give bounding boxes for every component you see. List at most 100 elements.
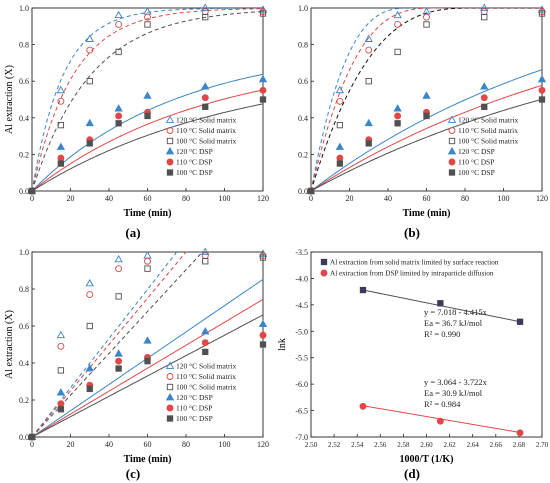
data-point-100-c-dsp — [57, 406, 65, 413]
data-point-120-c-dsp — [422, 91, 431, 99]
series-120-c-solid-matrix — [27, 247, 268, 440]
series-110-c-solid-matrix — [307, 8, 546, 195]
data-point-100-c-solid-matrix — [202, 258, 209, 265]
data-point-100-c-solid-matrix — [202, 13, 209, 21]
data-point-110-c-solid-matrix — [86, 291, 94, 298]
data-point-100-c-solid-matrix — [144, 265, 151, 272]
legend-label: 110 °C Solid matrix — [458, 126, 518, 135]
legend-label: 100 °C DSP — [176, 414, 213, 423]
legend-label: 120 °C Solid matrix — [176, 116, 237, 125]
fit-curve-1 — [32, 252, 178, 437]
data-point-110-c-solid-matrix — [201, 8, 209, 16]
x-tick-label: 100 — [219, 194, 231, 203]
data-point-110-c-solid-matrix — [115, 265, 123, 273]
data-point-110-c-dsp — [201, 339, 209, 347]
data-point-120-c-solid-matrix — [56, 85, 66, 94]
data-point-110-c-solid-matrix — [480, 8, 488, 16]
fit-curve-6 — [32, 103, 263, 191]
y-axis-label: Al extraction (X) — [4, 65, 15, 134]
data-point-al-extraction-from-solid-matrix-limited-by-surface-reaction — [359, 286, 367, 294]
data-point-100-c-dsp — [259, 96, 267, 103]
data-point-120-c-dsp — [56, 388, 66, 396]
x-axis-label: Time (min) — [124, 454, 172, 465]
data-point-100-c-dsp — [365, 140, 372, 147]
x-tick-label: 20 — [67, 194, 75, 203]
data-point-110-c-solid-matrix — [201, 252, 209, 260]
y-tick-label: 0.0 — [19, 187, 29, 196]
y-tick-label: -4.5 — [295, 301, 308, 310]
data-point-120-c-solid-matrix — [143, 7, 152, 15]
legend-marker-110-c-dsp — [166, 158, 174, 166]
plot-frame — [31, 7, 264, 192]
x-axis-label: Time (min) — [403, 208, 451, 219]
data-point-al-extraction-from-dsp-limited-by-intraparticle-diffusion — [359, 402, 367, 410]
x-tick-label: 2.56 — [374, 441, 387, 449]
x-tick-label: 2.50 — [305, 441, 318, 449]
x-tick-label: 0 — [30, 440, 34, 449]
legend-marker-al-extraction-from-dsp-limited-by-intraparticle-diffusion — [320, 269, 328, 277]
data-point-100-c-solid-matrix — [538, 10, 546, 17]
y-tick-label: 1.0 — [19, 248, 29, 257]
legend-marker-100-c-dsp — [166, 415, 174, 422]
legend-marker-110-c-solid-matrix — [166, 127, 174, 134]
data-point-100-c-dsp — [115, 120, 122, 127]
data-point-110-c-dsp — [115, 357, 123, 365]
data-point-120-c-solid-matrix — [335, 85, 345, 94]
x-tick-label: 60 — [144, 194, 152, 203]
y-tick-label: 0.2 — [19, 396, 29, 405]
legend-label: 110 °C DSP — [176, 158, 212, 167]
fit-annotation-line: Ea = 36.7 kJ/mol — [424, 318, 483, 328]
data-point-120-c-dsp — [480, 82, 489, 90]
data-point-al-extraction-from-dsp-limited-by-intraparticle-diffusion — [436, 417, 444, 425]
plot-frame — [310, 7, 543, 192]
data-point-110-c-solid-matrix — [144, 13, 151, 21]
data-point-120-c-solid-matrix — [480, 3, 489, 11]
data-point-120-c-dsp — [143, 91, 152, 99]
data-point-100-c-dsp — [202, 348, 209, 356]
x-tick-label: 40 — [384, 194, 392, 203]
series-100-c-solid-matrix — [28, 10, 267, 195]
legend-marker-120-c-solid-matrix — [165, 115, 175, 123]
panel-label-b: (b) — [404, 225, 420, 240]
x-tick-label: 2.66 — [490, 441, 503, 449]
data-point-100-c-dsp — [259, 341, 267, 348]
data-point-100-c-dsp — [481, 103, 488, 110]
data-point-110-c-solid-matrix — [336, 97, 344, 105]
series-120-c-dsp — [306, 74, 547, 194]
legend-marker-120-c-solid-matrix — [447, 115, 457, 123]
legend-label: 110 °C Solid matrix — [176, 372, 236, 381]
x-tick-label: 20 — [67, 440, 75, 449]
data-point-100-c-solid-matrix — [423, 21, 430, 28]
fit-annotation-line: y = 3.064 - 3.722x — [424, 377, 488, 387]
legend-marker-100-c-solid-matrix — [448, 137, 456, 145]
legend: Al extraction from solid matrix limited … — [320, 259, 499, 278]
data-point-100-c-dsp — [144, 358, 151, 365]
x-tick-label: 2.64 — [467, 441, 480, 449]
data-point-110-c-dsp — [201, 94, 209, 102]
fit-annotation-line: Ea = 30.9 kJ/mol — [424, 388, 483, 398]
data-point-100-c-dsp — [28, 187, 36, 195]
legend-label: 110 °C Solid matrix — [176, 126, 236, 135]
data-point-120-c-dsp — [114, 104, 123, 112]
fit-annotation-line: R² = 0.984 — [424, 399, 461, 409]
panel-c-chart: 0 20 40 60 80 100 120 0.0 0.2 0.4 0.6 0.8 1.0 Time (m… — [4, 247, 269, 465]
legend-label: 120 °C DSP — [176, 393, 213, 402]
data-point-100-c-dsp — [336, 160, 344, 167]
data-point-110-c-dsp — [115, 112, 123, 120]
data-point-110-c-dsp — [57, 154, 65, 162]
data-point-120-c-dsp — [201, 82, 210, 90]
y-tick-label: 0.2 — [298, 150, 308, 159]
data-point-110-c-solid-matrix — [144, 257, 151, 265]
fit-curve-2 — [311, 8, 542, 191]
y-axis-label: Al extraction (X) — [4, 310, 15, 379]
legend-marker-100-c-solid-matrix — [166, 137, 174, 145]
data-point-110-c-solid-matrix — [423, 13, 430, 21]
data-point-110-c-dsp — [57, 400, 65, 408]
legend-label: 110 °C DSP — [458, 158, 494, 167]
data-point-120-c-solid-matrix — [56, 330, 66, 339]
legend-marker-120-c-dsp — [165, 392, 175, 401]
data-point-100-c-solid-matrix — [115, 48, 122, 56]
data-point-100-c-solid-matrix — [259, 10, 267, 17]
data-point-110-c-dsp — [259, 331, 267, 339]
y-tick-label: -7.0 — [295, 433, 308, 442]
